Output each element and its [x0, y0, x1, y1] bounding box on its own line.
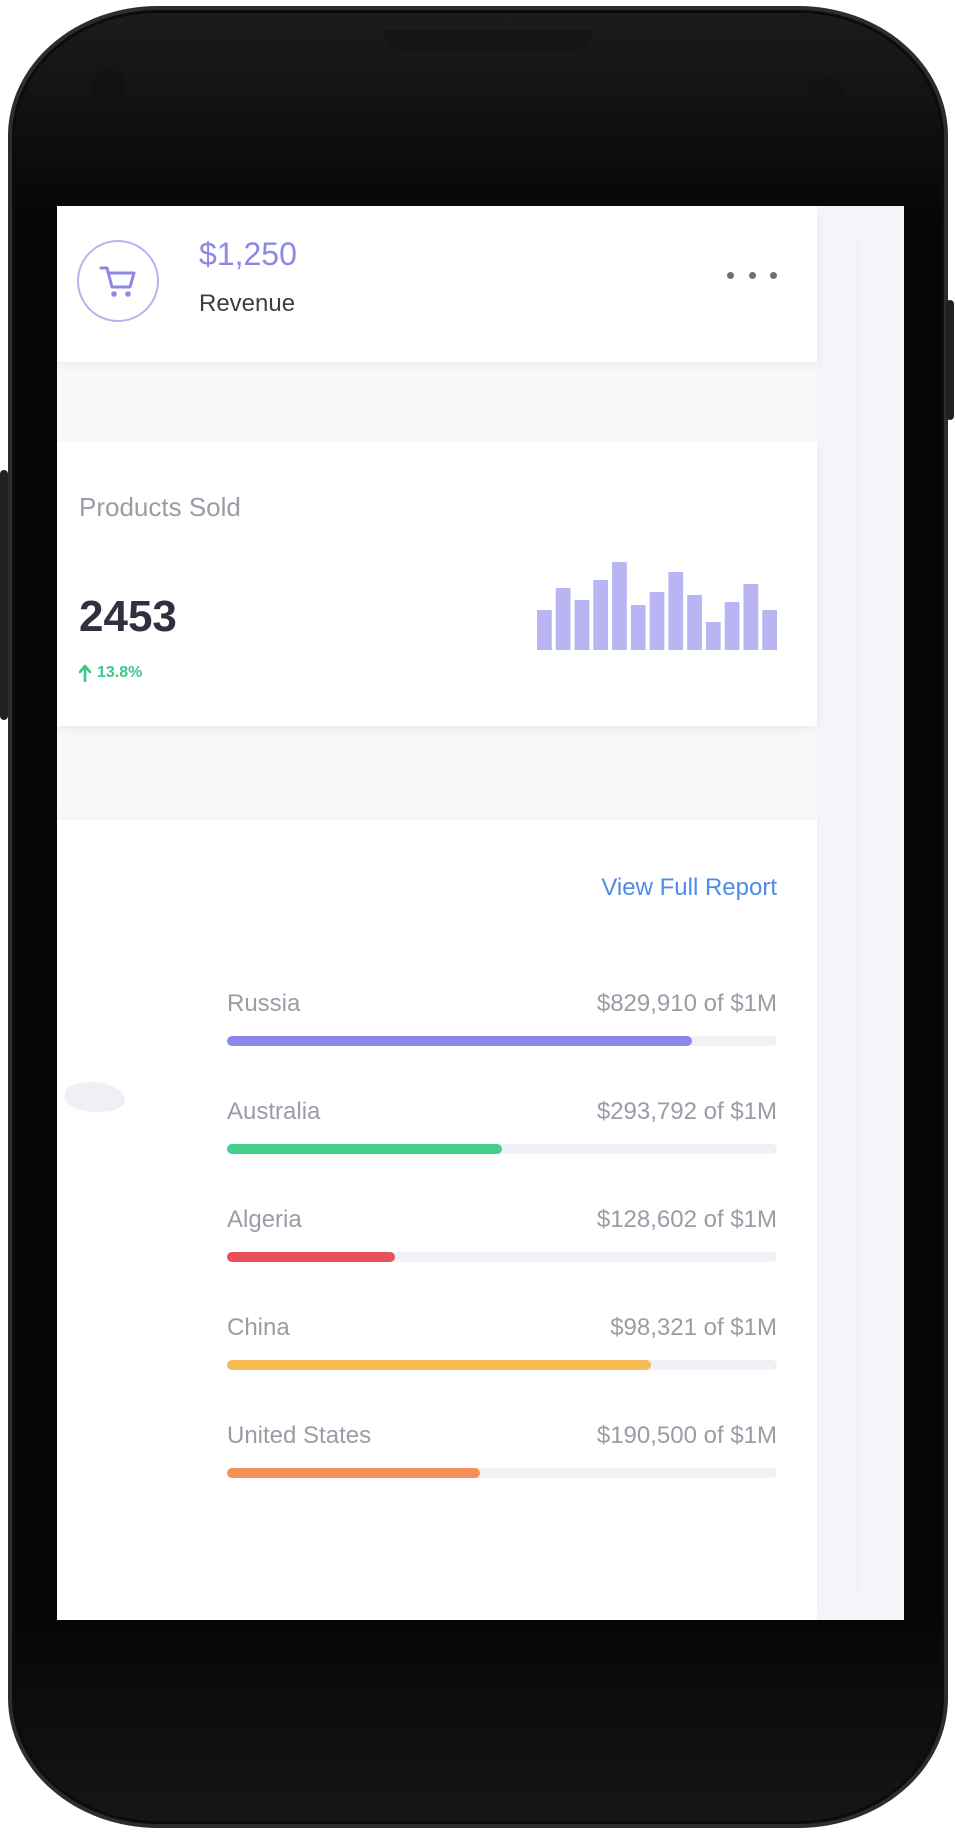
mini-bar	[574, 600, 590, 650]
front-camera	[810, 78, 844, 112]
products-sold-title: Products Sold	[79, 492, 241, 522]
mini-bar	[649, 592, 665, 650]
mini-bar	[687, 595, 702, 650]
country-row-china: China $98,321 of $1M	[227, 1314, 777, 1384]
progress-track	[227, 1036, 777, 1046]
country-name: China	[227, 1314, 290, 1341]
country-name: Algeria	[227, 1206, 302, 1233]
progress-track	[227, 1144, 777, 1154]
progress-fill	[227, 1252, 395, 1262]
country-amount: $293,792 of $1M	[596, 1098, 777, 1125]
background-divider	[857, 236, 859, 1596]
country-amount: $98,321 of $1M	[610, 1314, 777, 1341]
arrow-up-icon	[79, 664, 91, 682]
products-change-indicator: 13.8%	[79, 664, 142, 682]
country-amount: $190,500 of $1M	[596, 1422, 777, 1449]
volume-button	[0, 470, 8, 720]
progress-fill	[227, 1468, 480, 1478]
progress-fill	[227, 1036, 692, 1046]
view-full-report-link[interactable]: View Full Report	[601, 874, 777, 901]
dot-icon	[748, 271, 756, 279]
mini-bar	[705, 622, 721, 650]
mini-bar	[762, 610, 777, 650]
dot-icon	[770, 271, 777, 279]
progress-track	[227, 1360, 777, 1370]
sales-by-country-card: View Full Report Russia $829,910 of $1M …	[57, 820, 817, 1620]
mini-bar	[555, 588, 571, 650]
mini-bar	[668, 572, 684, 650]
revenue-card: $1,250 Revenue	[57, 206, 817, 362]
power-button	[946, 300, 954, 420]
mini-bar	[724, 602, 740, 650]
country-name: Australia	[227, 1098, 321, 1125]
mini-bar	[537, 610, 552, 650]
country-row-australia: Australia $293,792 of $1M	[227, 1098, 777, 1168]
country-name: United States	[227, 1422, 372, 1449]
front-sensor	[92, 70, 126, 104]
progress-fill	[227, 1360, 651, 1370]
mini-bar	[612, 562, 627, 650]
more-options-button[interactable]	[727, 262, 777, 288]
progress-track	[227, 1252, 777, 1262]
mini-bar	[593, 580, 609, 650]
app-screen: $1,250 Revenue Products Sold 2453 13.8% …	[57, 206, 904, 1620]
mini-bar	[743, 584, 759, 650]
country-row-algeria: Algeria $128,602 of $1M	[227, 1206, 777, 1276]
country-name: Russia	[227, 990, 301, 1017]
speaker-grille	[382, 30, 592, 52]
products-change-value: 13.8%	[97, 664, 143, 681]
mini-bar	[630, 605, 646, 650]
products-sold-count: 2453	[79, 592, 177, 641]
country-row-united-states: United States $190,500 of $1M	[227, 1422, 777, 1492]
revenue-value: $1,250	[199, 236, 297, 272]
progress-fill	[227, 1144, 502, 1154]
products-mini-bar-chart	[537, 562, 777, 650]
revenue-label: Revenue	[199, 290, 296, 317]
cart-icon	[77, 240, 159, 322]
background-panel	[817, 206, 904, 1620]
country-amount: $829,910 of $1M	[596, 990, 777, 1017]
country-row-russia: Russia $829,910 of $1M	[227, 990, 777, 1060]
dot-icon	[727, 271, 734, 279]
products-sold-card: Products Sold 2453 13.8%	[57, 442, 817, 726]
country-amount: $128,602 of $1M	[596, 1206, 777, 1233]
world-map-fragment	[65, 1082, 125, 1112]
progress-track	[227, 1468, 777, 1478]
